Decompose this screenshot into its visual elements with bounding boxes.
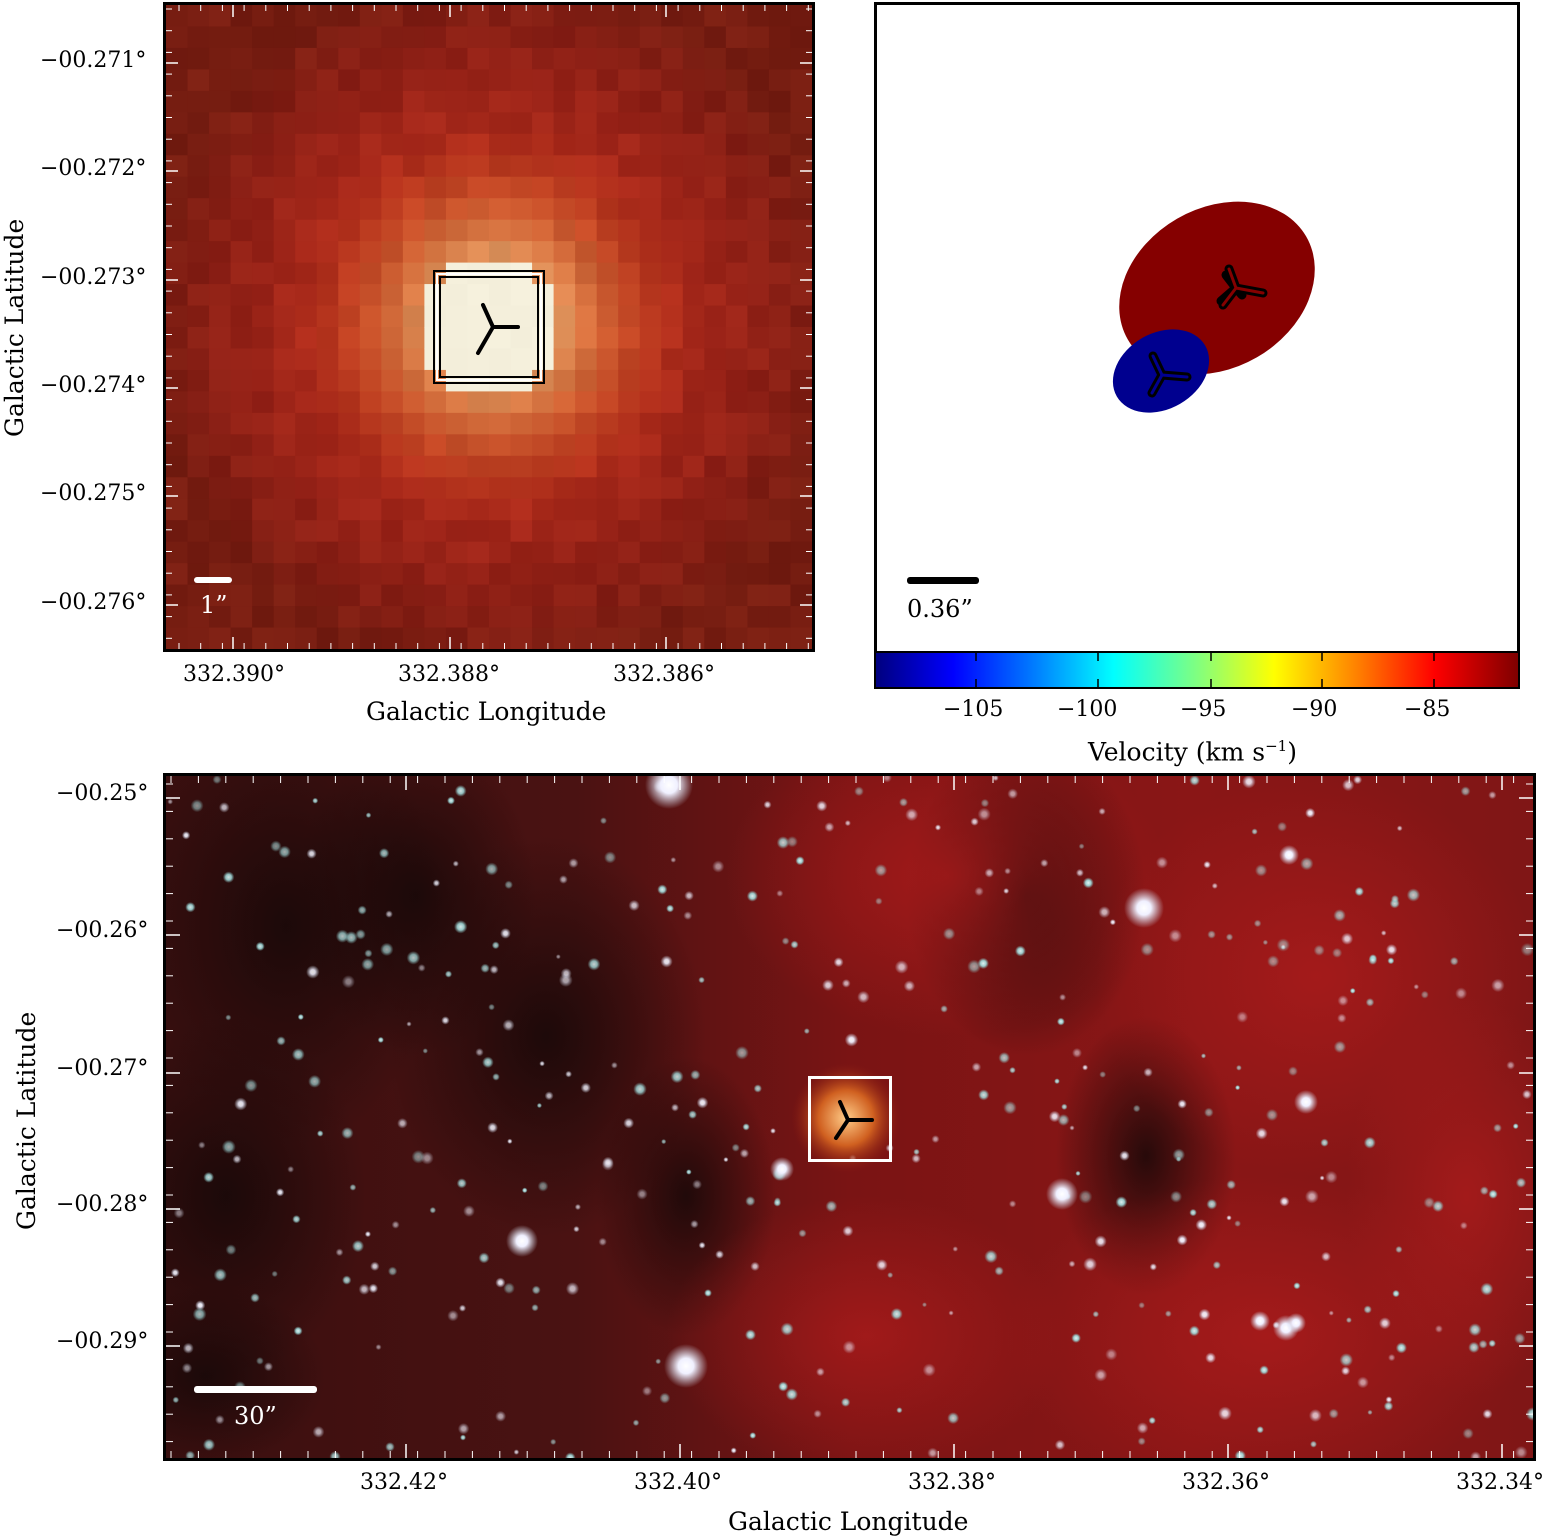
panel-b-scalebar-label: 0.36” bbox=[907, 595, 973, 623]
panel-a-ytick-3: −00.273° bbox=[40, 265, 147, 290]
panel-c-image: 30” bbox=[163, 773, 1536, 1461]
panel-c-marker-icon bbox=[834, 1100, 874, 1140]
panel-c-xtick-1: 332.42° bbox=[360, 1470, 448, 1495]
panel-a-scalebar-label: 1” bbox=[200, 591, 228, 619]
colorbar-tick-3: −95 bbox=[1180, 697, 1227, 722]
panel-a-ytick-6: −00.276° bbox=[40, 590, 147, 615]
panel-a-xtick-2: 332.388° bbox=[398, 662, 500, 687]
panel-a-ylabel: Galactic Latitude bbox=[0, 218, 29, 437]
source-box-inner bbox=[436, 273, 542, 381]
source-box-inner-line bbox=[439, 276, 539, 378]
panel-a-xtick-3: 332.386° bbox=[613, 662, 715, 687]
panel-c-ytick-4: −00.28° bbox=[56, 1192, 149, 1217]
colorbar-label: Velocity (km s−1) bbox=[1088, 737, 1297, 767]
panel-c-ytick-5: −00.29° bbox=[56, 1329, 149, 1354]
panel-a-ytick-2: −00.272° bbox=[40, 156, 147, 181]
panel-b-scalebar bbox=[907, 577, 979, 584]
panel-c-xtick-5: 332.34° bbox=[1456, 1470, 1544, 1495]
panel-a-xtick-1: 332.390° bbox=[183, 662, 285, 687]
panel-c-ticks bbox=[166, 776, 1533, 1458]
panel-a-pixel-image bbox=[166, 5, 812, 649]
panel-a-scalebar bbox=[194, 577, 232, 583]
panel-c-ytick-3: −00.27° bbox=[56, 1056, 149, 1081]
velocity-colorbar bbox=[874, 651, 1520, 689]
panel-c-xtick-4: 332.36° bbox=[1182, 1470, 1270, 1495]
panel-b-plot: 0.36” bbox=[874, 2, 1520, 654]
source-box-outer bbox=[433, 270, 545, 384]
three-way-marker-icon bbox=[476, 303, 520, 355]
panel-a-ytick-4: −00.274° bbox=[40, 373, 147, 398]
colorbar-tick-5: −85 bbox=[1404, 697, 1451, 722]
blue-marker-icon bbox=[1147, 351, 1192, 398]
panel-a-image: 1” bbox=[163, 2, 815, 652]
red-marker-icon bbox=[1216, 264, 1268, 310]
colorbar-tick-4: −90 bbox=[1291, 697, 1338, 722]
panel-c-xtick-3: 332.38° bbox=[908, 1470, 996, 1495]
panel-c-field-image bbox=[166, 776, 1533, 1458]
panel-c-ytick-1: −00.25° bbox=[56, 781, 149, 806]
panel-b-ellipses bbox=[1112, 201, 1315, 413]
panel-c-xtick-2: 332.40° bbox=[634, 1470, 722, 1495]
colorbar-tick-1: −105 bbox=[943, 697, 1004, 722]
panel-a-ytick-1: −00.271° bbox=[40, 48, 147, 73]
panel-c-scalebar bbox=[194, 1386, 317, 1393]
panel-a-ticks bbox=[166, 5, 812, 649]
colorbar-tick-2: −100 bbox=[1057, 697, 1118, 722]
panel-c-ylabel: Galactic Latitude bbox=[12, 1011, 41, 1230]
panel-c-source-box bbox=[808, 1076, 892, 1162]
panel-c-ytick-2: −00.26° bbox=[56, 918, 149, 943]
panel-c-xlabel: Galactic Longitude bbox=[728, 1507, 969, 1536]
panel-a-ytick-5: −00.275° bbox=[40, 481, 147, 506]
panel-c-scalebar-label: 30” bbox=[234, 1402, 277, 1430]
panel-a-xlabel: Galactic Longitude bbox=[366, 697, 607, 726]
